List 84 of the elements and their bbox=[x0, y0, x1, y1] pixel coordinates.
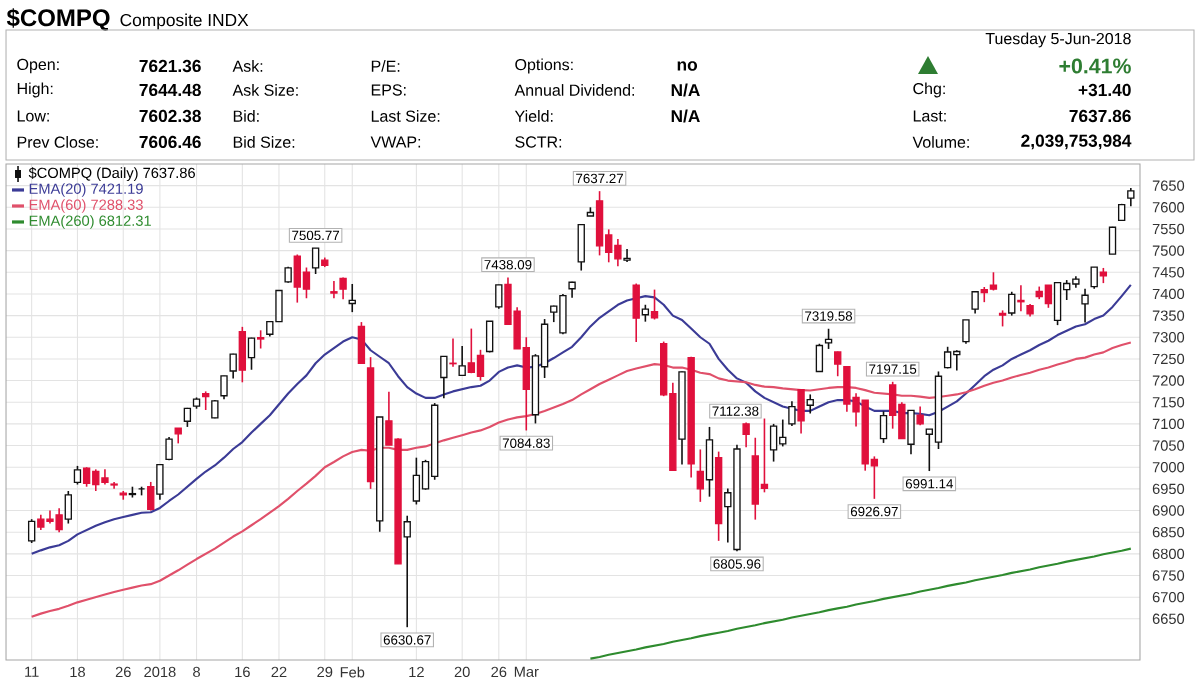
candlestick bbox=[64, 490, 72, 525]
text: EPS: bbox=[371, 84, 406, 96]
candlestick bbox=[495, 284, 503, 310]
candlestick bbox=[348, 283, 356, 313]
candlestick bbox=[485, 320, 494, 354]
text: Prev Close: bbox=[17, 136, 98, 148]
candlestick bbox=[220, 375, 228, 400]
text: 7637.86 bbox=[1069, 109, 1131, 123]
text: Last Size: bbox=[371, 110, 440, 122]
candlestick bbox=[1127, 187, 1135, 208]
candlestick bbox=[229, 352, 237, 380]
chart-title: $COMPQ bbox=[6, 8, 110, 31]
text: Ask Size: bbox=[232, 84, 298, 96]
text: no bbox=[677, 61, 698, 71]
text: SCTR: bbox=[515, 136, 562, 148]
candlestick bbox=[147, 481, 155, 512]
candlestick bbox=[650, 288, 659, 321]
candlestick bbox=[815, 342, 824, 373]
candlestick bbox=[797, 388, 805, 435]
candlestick bbox=[1090, 266, 1098, 290]
candlestick bbox=[595, 190, 604, 257]
text: VWAP: bbox=[370, 136, 421, 148]
text: Open: bbox=[17, 58, 59, 74]
candlestick bbox=[577, 223, 585, 272]
text: +31.40 bbox=[1078, 83, 1131, 97]
candlestick bbox=[907, 409, 915, 456]
candlestick bbox=[202, 390, 210, 411]
text: Volume: bbox=[912, 136, 969, 148]
candlestick bbox=[742, 421, 750, 449]
candlestick bbox=[156, 463, 164, 501]
candlestick bbox=[632, 282, 640, 343]
candlestick bbox=[73, 465, 82, 486]
candlestick bbox=[440, 355, 448, 400]
text: 7644.48 bbox=[139, 83, 201, 97]
text: +0.41% bbox=[1059, 58, 1131, 74]
candlestick bbox=[769, 423, 778, 463]
candlestick bbox=[458, 345, 466, 377]
candlestick bbox=[330, 280, 338, 300]
text: Annual Dividend: bbox=[514, 84, 634, 96]
candlestick bbox=[1081, 287, 1089, 324]
text: N/A bbox=[671, 109, 700, 123]
candlestick bbox=[971, 290, 979, 315]
candlestick bbox=[696, 448, 705, 503]
candlestick bbox=[357, 321, 366, 365]
text: 7606.46 bbox=[139, 135, 201, 149]
text: 2,039,753,984 bbox=[1021, 134, 1132, 150]
candlestick bbox=[962, 319, 970, 345]
text: Options: bbox=[515, 58, 573, 74]
text: Bid: bbox=[233, 110, 259, 122]
text: Ask: bbox=[232, 60, 263, 72]
candlestick bbox=[834, 350, 842, 378]
candlestick bbox=[1053, 281, 1062, 326]
text: 7621.36 bbox=[139, 59, 201, 73]
text: Bid Size: bbox=[233, 136, 295, 148]
chart-subtitle: Composite INDX bbox=[120, 13, 249, 30]
candlestick bbox=[412, 456, 421, 506]
candlestick bbox=[879, 410, 888, 444]
candlestick bbox=[806, 393, 814, 415]
candlestick bbox=[476, 349, 485, 382]
candlestick bbox=[27, 518, 36, 544]
text: Chg: bbox=[913, 82, 945, 98]
text: High: bbox=[17, 82, 53, 98]
candlestick bbox=[1008, 290, 1016, 317]
text: 7602.38 bbox=[139, 109, 201, 123]
text: Yield: bbox=[514, 110, 553, 122]
text: P/E: bbox=[371, 60, 400, 72]
candlestick bbox=[1108, 225, 1117, 255]
text: Low: bbox=[17, 110, 49, 122]
candlestick bbox=[788, 400, 796, 427]
candlestick bbox=[705, 426, 714, 498]
candlestick bbox=[247, 336, 256, 371]
candlestick bbox=[623, 248, 631, 263]
candlestick bbox=[403, 514, 411, 628]
candlestick bbox=[238, 326, 247, 384]
candlestick bbox=[824, 327, 833, 350]
candlestick bbox=[256, 329, 265, 350]
candlestick bbox=[82, 466, 91, 488]
candlestick bbox=[339, 276, 347, 300]
text: Last: bbox=[913, 110, 946, 122]
candlestick bbox=[467, 327, 476, 375]
candlestick bbox=[1044, 284, 1053, 309]
text: Tuesday 5-Jun-2018 bbox=[985, 32, 1131, 48]
candlestick bbox=[311, 247, 320, 275]
text: N/A bbox=[671, 83, 700, 97]
